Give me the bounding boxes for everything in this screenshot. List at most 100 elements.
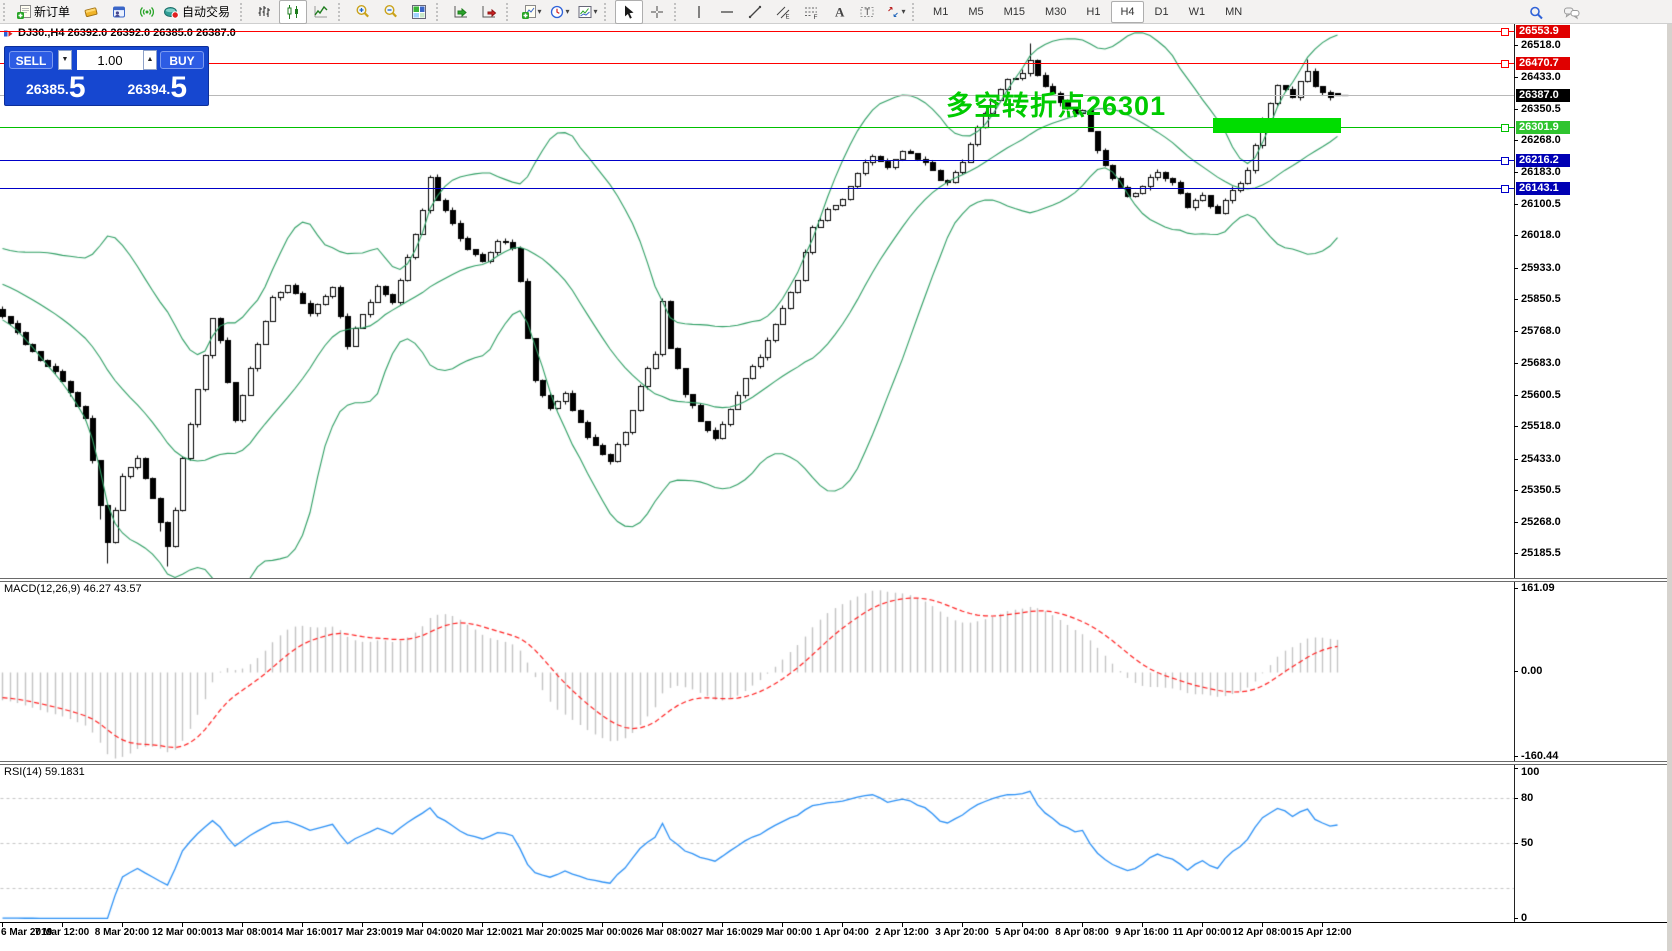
fibonacci-button[interactable]: F: [797, 0, 825, 24]
time-axis-label: 2 Apr 12:00: [875, 927, 929, 938]
line-chart-button[interactable]: [307, 0, 335, 24]
indicators-button[interactable]: ▾: [517, 0, 545, 24]
timeframe-button-h1[interactable]: H1: [1086, 5, 1101, 18]
new-order-button[interactable]: 新订单: [14, 0, 77, 24]
auto-trading-button[interactable]: 自动交易: [161, 0, 237, 24]
symbol-menu-icon: [4, 30, 13, 37]
data-window-button[interactable]: [105, 0, 133, 24]
buy-button[interactable]: BUY: [160, 51, 204, 69]
price-axis-tick: [1514, 330, 1518, 332]
cursor-button[interactable]: [615, 0, 644, 24]
horizontal-line-button[interactable]: [713, 0, 741, 24]
signals-button[interactable]: [133, 0, 161, 24]
tile-windows-button[interactable]: [405, 0, 433, 24]
price-axis-tick: [1514, 363, 1518, 365]
main-chart-canvas[interactable]: [0, 24, 1514, 578]
toolbar-grip[interactable]: [912, 2, 918, 21]
equidistant-channel-button[interactable]: E: [769, 0, 797, 24]
rsi-panel-canvas[interactable]: [0, 764, 1514, 922]
panel-separator[interactable]: [0, 761, 1672, 765]
bid-integer: 26385: [25, 81, 65, 97]
auto-trading-label: 自动交易: [182, 5, 231, 19]
equidistant-channel-icon: E: [776, 6, 790, 20]
market-watch-button[interactable]: [77, 0, 105, 24]
pivot-highlight-box[interactable]: [1213, 118, 1341, 133]
periods-button[interactable]: ▾: [545, 0, 573, 24]
time-axis-tick: [302, 922, 303, 927]
data-window-icon: [113, 6, 126, 17]
time-axis-tick: [1082, 922, 1083, 927]
level-marker: [1501, 27, 1509, 36]
panel-separator[interactable]: [0, 578, 1672, 582]
zoom-out-button[interactable]: [377, 0, 405, 24]
timeframe-button-m15[interactable]: M15: [1003, 5, 1025, 18]
timeframe-button-d1[interactable]: D1: [1154, 5, 1169, 18]
auto-scroll-button[interactable]: [475, 0, 503, 24]
sell-button[interactable]: SELL: [9, 51, 53, 69]
templates-button[interactable]: ▾: [573, 0, 601, 24]
time-axis-tick: [1022, 922, 1023, 927]
support-line[interactable]: [0, 159, 1514, 161]
time-axis-tick: [62, 922, 63, 927]
pivot-annotation-text[interactable]: 多空转折点26301: [946, 91, 1167, 121]
toolbar-grip[interactable]: [3, 2, 9, 21]
toolbar-grip[interactable]: [436, 2, 442, 21]
line-chart-icon: [314, 5, 328, 17]
price-badge: 26553.9: [1516, 24, 1570, 38]
volume-input[interactable]: [77, 50, 143, 70]
ask-decimal-separator: .: [166, 81, 171, 97]
crosshair-button[interactable]: [643, 0, 671, 24]
rsi-axis-label: 80: [1521, 792, 1534, 804]
toolbar-grip[interactable]: [604, 2, 610, 21]
buy-price-button[interactable]: 26394.5: [107, 73, 209, 103]
auto-scroll-icon: [482, 5, 497, 17]
arrows-dropdown-caret: ▾: [901, 6, 906, 16]
time-axis-tick: [422, 922, 423, 927]
support-line[interactable]: [0, 187, 1514, 189]
resistance-line[interactable]: [0, 62, 1514, 64]
text-label-icon: T: [860, 6, 874, 17]
pivot-line[interactable]: [0, 127, 1514, 129]
toolbar-grip[interactable]: [240, 2, 246, 21]
candlestick-chart-button[interactable]: [279, 0, 308, 24]
toolbar-grip[interactable]: [674, 2, 680, 21]
bid-pip: 5: [68, 71, 86, 104]
resistance-line[interactable]: [0, 30, 1514, 32]
volume-decrease-button[interactable]: ▼: [58, 50, 72, 70]
text-button[interactable]: A: [825, 0, 853, 24]
chart-shift-button[interactable]: [447, 0, 475, 24]
text-icon: A: [835, 4, 845, 19]
macd-panel-canvas[interactable]: [0, 581, 1514, 761]
timeframe-button-h4[interactable]: H4: [1111, 0, 1144, 23]
rsi-axis-label: 0: [1521, 912, 1528, 924]
bar-chart-button[interactable]: [251, 0, 279, 24]
svg-text:E: E: [786, 14, 790, 20]
toolbar-grip[interactable]: [506, 2, 512, 21]
indicators-dropdown-caret: ▾: [537, 6, 542, 16]
time-axis-tick: [902, 922, 903, 927]
timeframe-button-w1[interactable]: W1: [1188, 5, 1206, 18]
sell-price-button[interactable]: 26385.5: [5, 73, 107, 103]
arrows-button[interactable]: ▾: [881, 0, 909, 24]
rsi-axis-label: 100: [1521, 766, 1540, 778]
rsi-axis-tick: [1514, 843, 1518, 844]
volume-increase-button[interactable]: ▲: [143, 50, 157, 70]
timeframe-button-m30[interactable]: M30: [1045, 5, 1067, 18]
timeframe-button-mn[interactable]: MN: [1225, 5, 1243, 18]
price-badge: 26470.7: [1516, 56, 1570, 70]
price-axis-tick: [1514, 426, 1518, 428]
chat-button[interactable]: [1558, 1, 1586, 25]
vertical-line-button[interactable]: [685, 0, 713, 24]
toolbar-grip[interactable]: [338, 2, 344, 21]
trendline-button[interactable]: [741, 0, 769, 24]
text-label-button[interactable]: T: [853, 0, 881, 24]
current-price-line[interactable]: [0, 94, 1514, 96]
chart-title: DJ30.,H4 26392.0 26392.0 26385.0 26387.0: [18, 27, 236, 39]
timeframe-button-m5[interactable]: M5: [968, 5, 984, 18]
zoom-in-button[interactable]: [349, 0, 377, 24]
toolbar-right-group: [1522, 1, 1586, 25]
search-button[interactable]: [1522, 1, 1550, 25]
timeframe-button-m1[interactable]: M1: [933, 5, 949, 18]
price-axis-label: 25600.5: [1521, 388, 1561, 401]
